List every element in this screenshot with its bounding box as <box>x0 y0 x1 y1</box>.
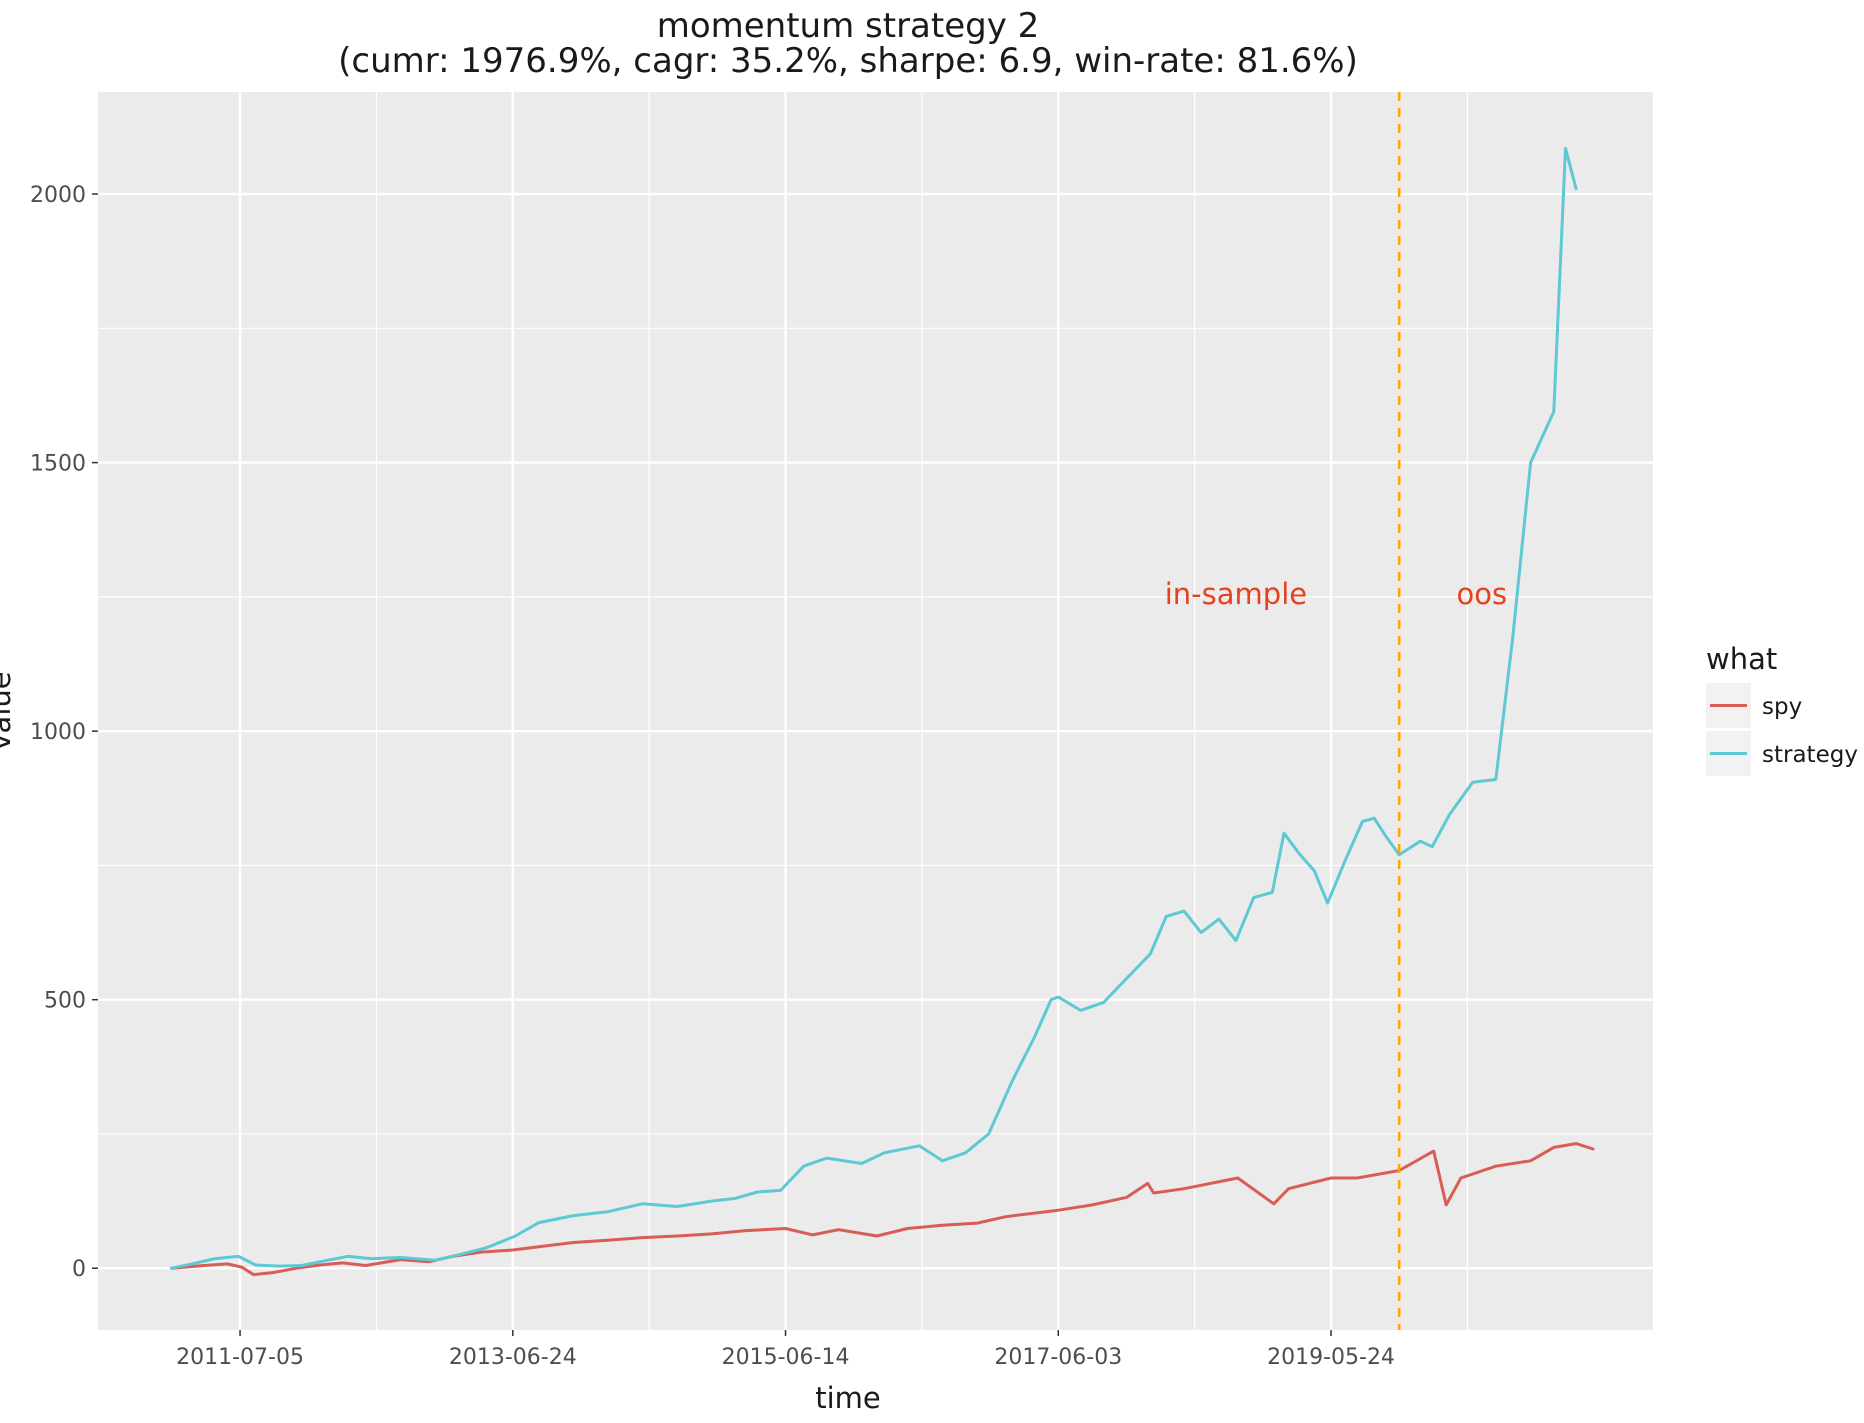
x-tick-label: 2011-07-05 <box>176 1345 304 1370</box>
y-axis-title: value <box>0 671 17 750</box>
y-tick-label: 500 <box>44 989 86 1014</box>
x-tick-label: 2013-06-24 <box>449 1345 577 1370</box>
series-line-spy <box>170 1142 1595 1277</box>
plot-panel <box>98 92 1653 1330</box>
chart-subtitle: (cumr: 1976.9%, cagr: 35.2%, sharpe: 6.9… <box>338 41 1358 81</box>
overlay-layer: in-sample oos <box>1165 92 1507 1330</box>
series-layer <box>170 146 1595 1277</box>
x-tick-label: 2015-06-14 <box>722 1345 850 1370</box>
y-tick-label: 1000 <box>30 720 86 745</box>
x-tick-label: 2019-05-24 <box>1267 1345 1395 1370</box>
y-tick-label: 1500 <box>30 452 86 477</box>
x-axis-title: time <box>815 1381 881 1415</box>
chart-title: momentum strategy 2 <box>657 6 1040 46</box>
legend-title: what <box>1706 642 1777 676</box>
y-axis: 0 500 1000 1500 2000 <box>30 183 98 1282</box>
legend-label-strategy: strategy <box>1762 742 1858 768</box>
legend: what spy strategy <box>1706 642 1858 776</box>
x-axis: 2011-07-05 2013-06-24 2015-06-14 2017-06-03… <box>176 1330 1395 1370</box>
annotation-oos: oos <box>1456 577 1507 611</box>
series-line-strategy <box>170 146 1578 1270</box>
grid <box>98 92 1653 1330</box>
legend-label-spy: spy <box>1762 694 1802 720</box>
y-tick-label: 0 <box>72 1257 86 1282</box>
x-tick-label: 2017-06-03 <box>994 1345 1122 1370</box>
annotation-in-sample: in-sample <box>1165 577 1307 611</box>
y-tick-label: 2000 <box>30 183 86 208</box>
legend-items: spy strategy <box>1706 683 1858 776</box>
